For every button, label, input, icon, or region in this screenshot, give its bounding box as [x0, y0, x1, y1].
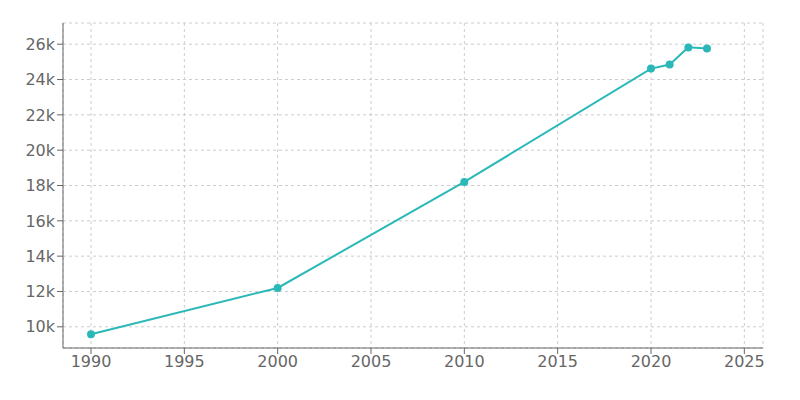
svg-text:2020: 2020	[631, 352, 672, 371]
svg-text:14k: 14k	[25, 247, 55, 266]
svg-text:24k: 24k	[25, 70, 55, 89]
svg-text:2025: 2025	[724, 352, 765, 371]
svg-text:2005: 2005	[351, 352, 392, 371]
svg-text:26k: 26k	[25, 35, 55, 54]
svg-text:2000: 2000	[257, 352, 298, 371]
svg-text:22k: 22k	[25, 106, 55, 125]
svg-text:12k: 12k	[25, 282, 55, 301]
svg-text:2010: 2010	[444, 352, 485, 371]
svg-text:20k: 20k	[25, 141, 55, 160]
svg-text:18k: 18k	[25, 176, 55, 195]
svg-text:10k: 10k	[25, 317, 55, 336]
svg-text:16k: 16k	[25, 212, 55, 231]
svg-text:1995: 1995	[164, 352, 205, 371]
svg-text:1990: 1990	[71, 352, 112, 371]
svg-text:2015: 2015	[537, 352, 578, 371]
